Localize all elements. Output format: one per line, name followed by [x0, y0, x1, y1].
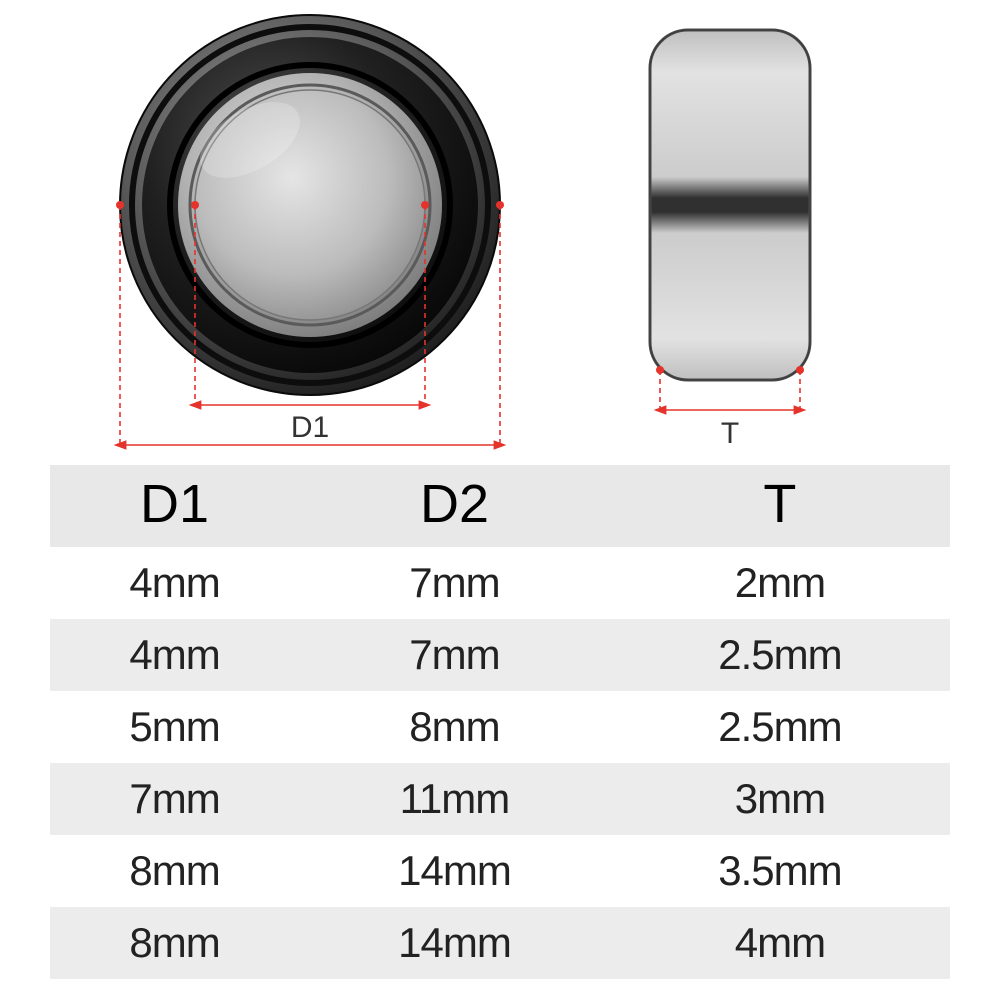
cell: 14mm — [299, 907, 610, 979]
table-row: 4mm 7mm 2mm — [50, 547, 950, 619]
spec-table-container: D1 D2 T 4mm 7mm 2mm 4mm 7mm 2.5mm 5mm 8m… — [50, 465, 950, 979]
cell: 8mm — [299, 691, 610, 763]
cell: 3mm — [610, 763, 950, 835]
table-row: 8mm 14mm 4mm — [50, 907, 950, 979]
side-view — [650, 30, 810, 380]
cell: 4mm — [50, 547, 299, 619]
table-row: 8mm 14mm 3.5mm — [50, 835, 950, 907]
col-header-t: T — [610, 465, 950, 547]
table-row: 4mm 7mm 2.5mm — [50, 619, 950, 691]
technical-diagram: D1 D2 T — [0, 5, 1001, 455]
cell: 7mm — [299, 547, 610, 619]
cell: 2.5mm — [610, 691, 950, 763]
cell: 5mm — [50, 691, 299, 763]
d2-label: D2 — [291, 451, 329, 455]
cell: 8mm — [50, 835, 299, 907]
cell: 11mm — [299, 763, 610, 835]
cell: 4mm — [610, 907, 950, 979]
cell: 4mm — [50, 619, 299, 691]
front-view — [120, 15, 500, 395]
d1-label: D1 — [291, 411, 329, 444]
col-header-d1: D1 — [50, 465, 299, 547]
spec-table: D1 D2 T 4mm 7mm 2mm 4mm 7mm 2.5mm 5mm 8m… — [50, 465, 950, 979]
table-header-row: D1 D2 T — [50, 465, 950, 547]
cell: 3.5mm — [610, 835, 950, 907]
table-row: 5mm 8mm 2.5mm — [50, 691, 950, 763]
t-label: T — [721, 417, 739, 450]
col-header-d2: D2 — [299, 465, 610, 547]
cell: 7mm — [299, 619, 610, 691]
cell: 2mm — [610, 547, 950, 619]
diagram-svg: D1 D2 T — [0, 5, 1001, 455]
table-row: 7mm 11mm 3mm — [50, 763, 950, 835]
cell: 14mm — [299, 835, 610, 907]
cell: 2.5mm — [610, 619, 950, 691]
cell: 7mm — [50, 763, 299, 835]
cell: 8mm — [50, 907, 299, 979]
